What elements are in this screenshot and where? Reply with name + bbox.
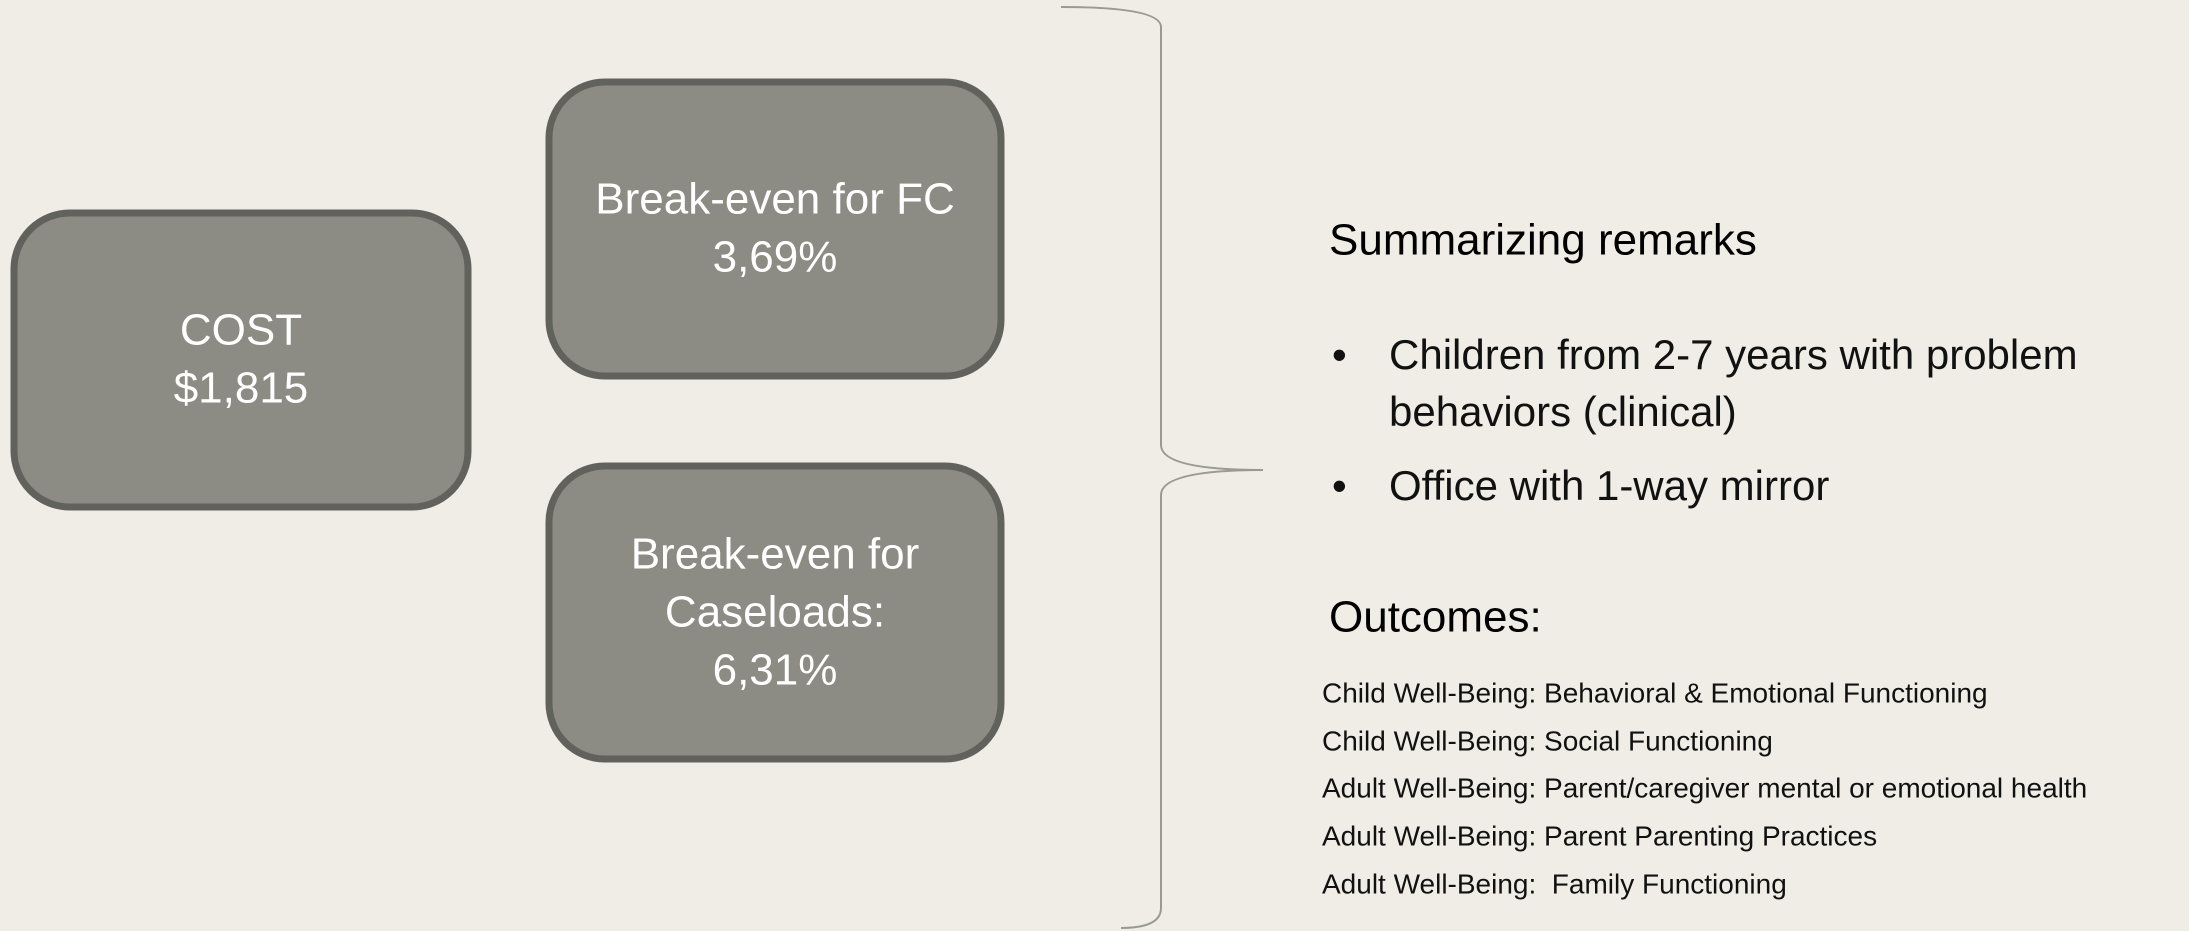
bullet: •: [1332, 331, 1347, 378]
fc-box: [545, 78, 1005, 380]
box-text: Break-even for FC: [595, 175, 954, 224]
summary-title: Summarizing remarks: [1329, 216, 1757, 265]
bullet-text: Children from 2-7 years with problem: [1389, 331, 2078, 378]
outcome: Child Well-Being: Behavioral & Emotional…: [1322, 677, 1988, 708]
brace: [1060, 6, 1264, 929]
bullet-text: behaviors (clinical): [1389, 388, 1737, 435]
caseload-box: [545, 462, 1005, 763]
bullet-text: Office with 1-way mirror: [1389, 462, 1829, 509]
outcome: Adult Well-Being: Parent Parenting Pract…: [1322, 820, 1877, 851]
outcome: Adult Well-Being: Family Functioning: [1322, 868, 1787, 899]
outcome: Adult Well-Being: Parent/caregiver menta…: [1322, 772, 2087, 803]
box-text: 6,31%: [713, 646, 838, 695]
outcome: Child Well-Being: Social Functioning: [1322, 725, 1773, 756]
box-text: $1,815: [174, 364, 309, 413]
box-text: 3,69%: [713, 233, 838, 282]
box-text: Break-even for: [631, 530, 920, 579]
box-text: Caseloads:: [665, 588, 885, 637]
box-text: COST: [180, 306, 302, 355]
outcomes-title: Outcomes:: [1329, 593, 1542, 642]
cost-box: [10, 209, 472, 511]
bullet: •: [1332, 462, 1347, 509]
